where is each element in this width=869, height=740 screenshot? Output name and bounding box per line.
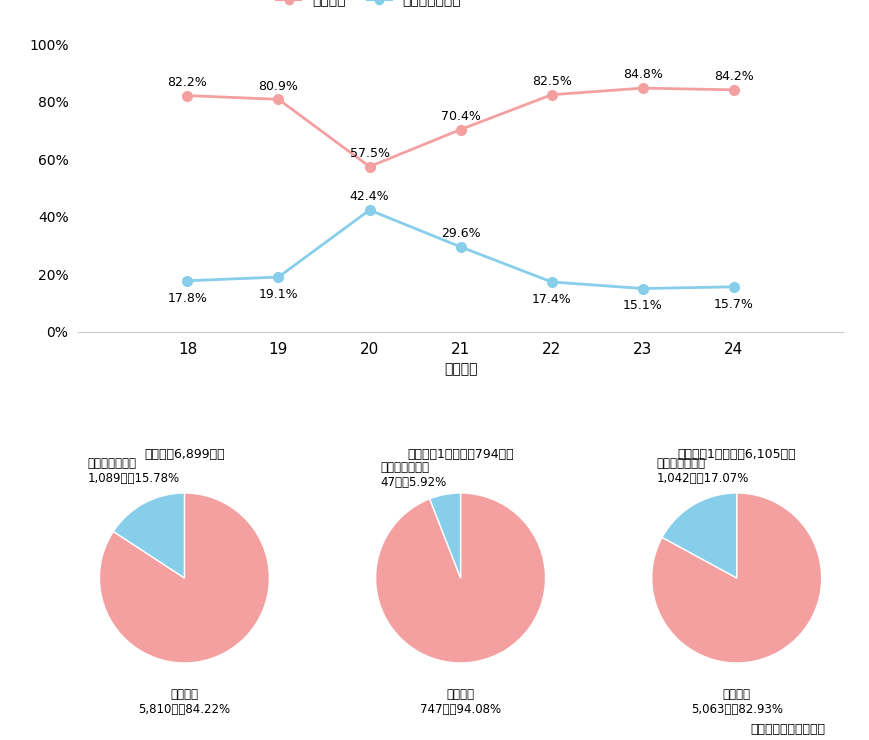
Text: 実施した
5,810社　84.22%: 実施した 5,810社 84.22% <box>138 688 230 716</box>
Text: 実施した
5,063社　82.93%: 実施した 5,063社 82.93% <box>691 688 783 716</box>
Text: 80.9%: 80.9% <box>259 80 298 92</box>
X-axis label: （年度）: （年度） <box>444 363 477 376</box>
Title: （賃本金1億円未東6,105社）: （賃本金1億円未東6,105社） <box>678 448 796 461</box>
Wedge shape <box>375 493 546 663</box>
Text: 15.7%: 15.7% <box>713 297 753 311</box>
Wedge shape <box>662 493 737 578</box>
Legend: 実施した, 実施していない: 実施した, 実施していない <box>270 0 467 13</box>
Text: 19.1%: 19.1% <box>259 288 298 301</box>
Text: 実施していない
1,089社　15.78%: 実施していない 1,089社 15.78% <box>88 457 180 485</box>
Text: 29.6%: 29.6% <box>441 227 481 240</box>
Wedge shape <box>113 493 184 578</box>
Text: 42.4%: 42.4% <box>349 190 389 204</box>
Text: 84.2%: 84.2% <box>713 70 753 83</box>
Wedge shape <box>652 493 822 663</box>
Title: （賃本金1億円以上794社）: （賃本金1億円以上794社） <box>408 448 514 461</box>
Text: 実施していない
1,042社　17.07%: 実施していない 1,042社 17.07% <box>657 457 749 485</box>
Text: 82.5%: 82.5% <box>532 75 572 88</box>
Text: 82.2%: 82.2% <box>168 76 208 89</box>
Text: 17.8%: 17.8% <box>168 292 208 305</box>
Wedge shape <box>99 493 269 663</box>
Title: （全会業6,899社）: （全会業6,899社） <box>144 448 225 461</box>
Text: 実施していない
47社　5.92%: 実施していない 47社 5.92% <box>381 461 447 488</box>
Text: 70.4%: 70.4% <box>441 110 481 123</box>
Text: 東京商工リサーチ調べ: 東京商工リサーチ調べ <box>751 722 826 736</box>
Text: 57.5%: 57.5% <box>349 147 389 160</box>
Text: 実施した
747社　94.08%: 実施した 747社 94.08% <box>420 688 501 716</box>
Text: 84.8%: 84.8% <box>623 68 662 81</box>
Text: 17.4%: 17.4% <box>532 293 572 306</box>
Text: 15.1%: 15.1% <box>623 300 662 312</box>
Wedge shape <box>429 493 461 578</box>
